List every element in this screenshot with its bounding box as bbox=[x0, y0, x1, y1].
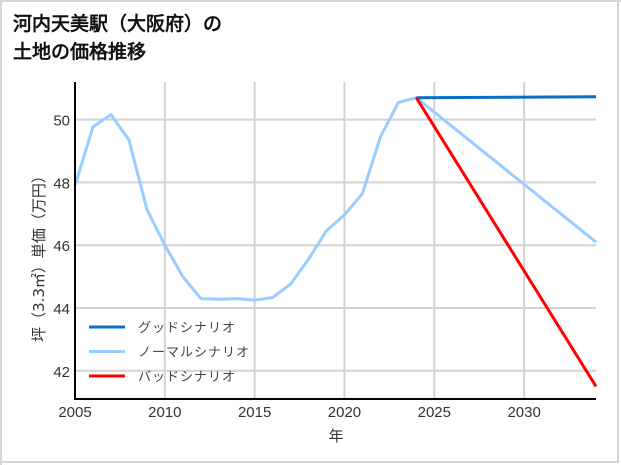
chart-title-line-1: 河内天美駅（大阪府）の bbox=[13, 13, 223, 35]
y-axis-label: 坪（3.3㎡）単価（万円） bbox=[30, 168, 48, 342]
legend-label-1: ノーマルシナリオ bbox=[138, 346, 250, 361]
x-tick-label: 2025 bbox=[418, 404, 451, 421]
legend-label-0: グッドシナリオ bbox=[138, 321, 236, 336]
frame-border-top bbox=[0, 0, 621, 2]
x-tick-label: 2010 bbox=[148, 404, 181, 421]
x-tick-label: 2005 bbox=[58, 404, 91, 421]
series-line-0 bbox=[416, 95, 597, 100]
y-tick-label: 50 bbox=[53, 113, 70, 130]
chart-title: 河内天美駅（大阪府）の 土地の価格推移 bbox=[13, 10, 222, 66]
y-axis-ticks: 42 44 46 48 50 bbox=[53, 113, 70, 381]
series-line-1 bbox=[73, 96, 597, 302]
x-axis-label: 年 bbox=[328, 427, 343, 445]
axes bbox=[74, 82, 596, 400]
series-line-2 bbox=[415, 96, 598, 388]
x-axis-ticks: 2005 2010 2015 2020 2025 2030 bbox=[58, 404, 541, 421]
x-tick-label: 2030 bbox=[507, 404, 540, 421]
y-tick-label: 48 bbox=[53, 175, 70, 192]
legend-label-2: バッドシナリオ bbox=[138, 370, 236, 385]
chart-title-line-2: 土地の価格推移 bbox=[13, 41, 147, 63]
x-tick-label: 2020 bbox=[328, 404, 361, 421]
y-tick-label: 42 bbox=[53, 364, 70, 381]
x-tick-label: 2015 bbox=[238, 404, 271, 421]
y-tick-label: 46 bbox=[53, 238, 70, 255]
data-series bbox=[73, 95, 598, 388]
y-tick-label: 44 bbox=[53, 301, 70, 318]
frame-border-left bbox=[0, 0, 2, 465]
